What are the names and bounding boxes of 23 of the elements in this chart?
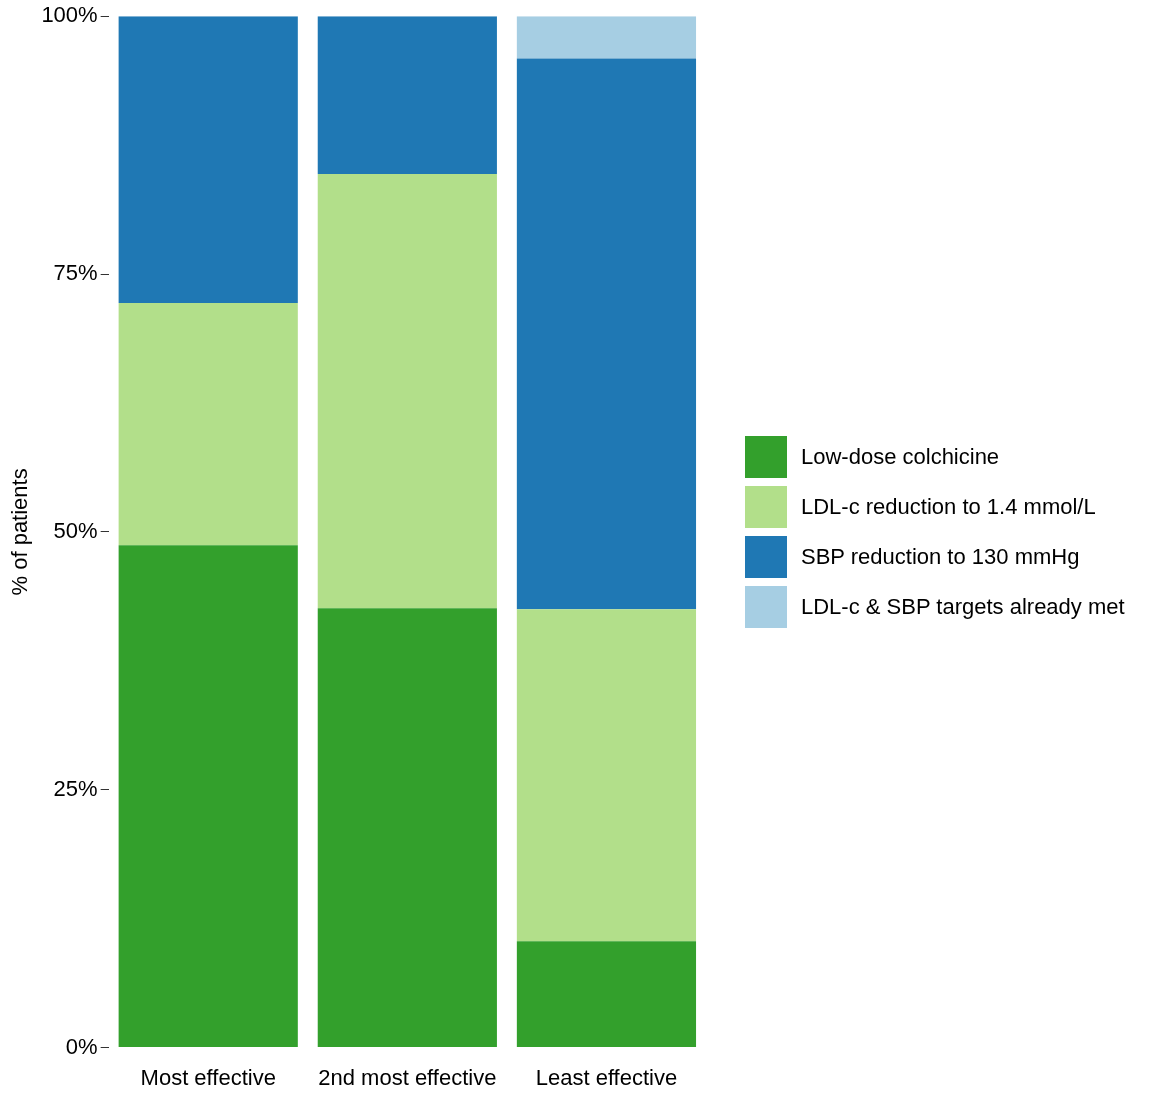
- legend-label: LDL-c reduction to 1.4 mmol/L: [801, 494, 1096, 520]
- legend-label: Low-dose colchicine: [801, 444, 1000, 470]
- y-axis-title: % of patients: [7, 468, 33, 596]
- bar: [516, 16, 697, 59]
- bar: [516, 58, 697, 610]
- bar: [317, 608, 497, 1048]
- x-tick-label: Least effective: [535, 1064, 678, 1090]
- bar: [516, 609, 697, 942]
- y-tick-label: 50%: [53, 517, 98, 543]
- y-tick-label: 100%: [41, 2, 98, 28]
- bar: [118, 16, 298, 303]
- bar: [118, 545, 298, 1048]
- y-tick-label: 75%: [53, 260, 98, 286]
- y-tick-label: 0%: [65, 1033, 98, 1059]
- bar: [516, 941, 697, 1048]
- y-tick-label: 25%: [53, 775, 98, 801]
- bar: [317, 16, 497, 174]
- x-tick-label: Most effective: [140, 1064, 276, 1090]
- legend-label: SBP reduction to 130 mmHg: [801, 544, 1080, 570]
- legend-label: LDL-c & SBP targets already met: [801, 594, 1125, 620]
- bar: [317, 174, 497, 609]
- bar: [118, 302, 298, 546]
- x-tick-label: 2nd most effective: [318, 1064, 497, 1090]
